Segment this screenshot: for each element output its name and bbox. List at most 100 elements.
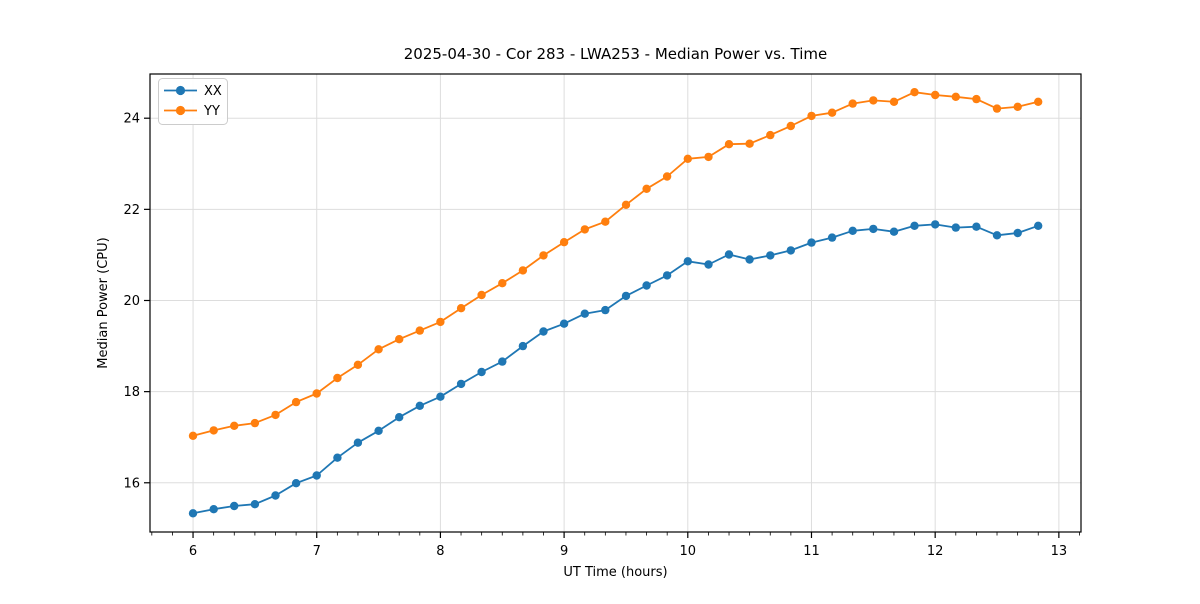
data-point-yy (291, 397, 301, 407)
data-point-yy (539, 251, 548, 260)
data-point-yy (869, 96, 878, 105)
data-point-yy (436, 317, 445, 327)
data-point-xx (1013, 228, 1022, 238)
x-tick-label: 8 (436, 544, 444, 559)
data-point-yy (766, 130, 775, 140)
legend-marker-xx-icon (175, 85, 186, 96)
data-point-xx (209, 505, 218, 514)
legend: XX YY (158, 78, 228, 125)
data-point-xx (662, 271, 672, 280)
data-point-xx (477, 367, 486, 377)
x-axis-label: UT Time (hours) (563, 565, 667, 580)
x-tick-label: 13 (1051, 544, 1068, 559)
data-point-yy (931, 90, 940, 100)
legend-marker-yy-icon (175, 105, 186, 116)
y-tick-label: 22 (123, 203, 140, 218)
data-point-xx (807, 238, 816, 247)
data-point-yy (559, 238, 569, 247)
data-point-xx (869, 224, 878, 234)
data-point-xx (683, 257, 692, 266)
data-point-xx (518, 341, 528, 351)
series-layer (188, 88, 1043, 518)
data-point-xx (230, 501, 239, 511)
chart-title: 2025-04-30 - Cor 283 - LWA253 - Median P… (404, 45, 828, 63)
data-point-xx (250, 500, 260, 509)
data-point-yy (188, 431, 198, 440)
data-point-yy (951, 92, 960, 102)
data-point-yy (724, 140, 734, 149)
data-point-xx (353, 438, 363, 447)
data-point-xx (621, 291, 631, 301)
series-line-xx (192, 223, 1039, 515)
y-axis-label: Median Power (CPU) (96, 237, 111, 368)
y-tick-label: 16 (123, 476, 140, 491)
data-point-xx (827, 233, 837, 242)
data-point-xx (601, 305, 610, 315)
data-point-xx (312, 471, 321, 480)
data-point-xx (498, 357, 507, 366)
data-point-xx (559, 319, 569, 328)
data-point-yy (209, 426, 218, 435)
data-point-xx (889, 227, 899, 236)
grid-layer (150, 74, 1081, 532)
data-point-xx (931, 220, 940, 229)
data-point-yy (498, 279, 507, 288)
data-point-yy (312, 389, 321, 398)
data-point-yy (992, 104, 1002, 113)
data-point-xx (951, 223, 960, 232)
data-point-xx (539, 327, 548, 336)
data-point-xx (436, 392, 445, 401)
x-tick-label: 9 (560, 544, 568, 559)
data-point-xx (642, 281, 651, 290)
data-point-yy (642, 184, 651, 193)
data-point-xx (1034, 221, 1043, 230)
x-tick-label: 12 (927, 544, 944, 559)
data-point-xx (992, 231, 1002, 240)
data-point-xx (704, 260, 713, 269)
legend-label-yy: YY (203, 104, 220, 119)
plot-frame (149, 73, 1082, 533)
y-tick-label: 24 (123, 112, 140, 127)
data-point-yy (580, 225, 589, 234)
data-point-xx (786, 246, 795, 255)
data-point-xx (271, 491, 280, 500)
data-point-yy (683, 154, 692, 163)
axis-layer: 6 7 8 9 10 11 12 13 16 18 20 22 24 (123, 112, 1080, 559)
y-tick-label: 20 (123, 294, 140, 309)
data-point-yy (477, 290, 486, 300)
data-point-yy (456, 304, 466, 313)
data-point-xx (766, 251, 775, 260)
data-point-yy (1034, 97, 1043, 107)
data-point-yy (972, 94, 981, 104)
data-point-yy (353, 360, 363, 369)
y-tick-label: 18 (123, 385, 140, 400)
x-tick-label: 7 (313, 544, 321, 559)
data-point-yy (333, 373, 342, 383)
data-point-xx (745, 255, 754, 264)
data-point-yy (621, 200, 631, 209)
data-point-yy (807, 111, 816, 121)
data-point-xx (333, 453, 342, 462)
data-point-xx (456, 379, 466, 389)
data-point-xx (395, 413, 404, 422)
x-tick-label: 11 (803, 544, 820, 559)
data-point-yy (704, 152, 713, 162)
data-point-xx (580, 309, 589, 318)
data-point-yy (230, 421, 239, 430)
data-point-xx (972, 222, 981, 231)
data-point-yy (518, 266, 528, 275)
data-point-xx (724, 250, 734, 259)
data-point-yy (271, 410, 280, 420)
data-point-xx (848, 226, 857, 235)
legend-label-xx: XX (204, 84, 222, 99)
data-point-yy (848, 99, 857, 108)
data-point-yy (374, 345, 383, 354)
data-point-yy (395, 335, 404, 344)
x-tick-label: 10 (680, 544, 697, 559)
data-point-xx (291, 479, 301, 488)
data-point-yy (415, 326, 424, 335)
data-point-yy (910, 88, 919, 97)
data-point-xx (188, 509, 198, 518)
